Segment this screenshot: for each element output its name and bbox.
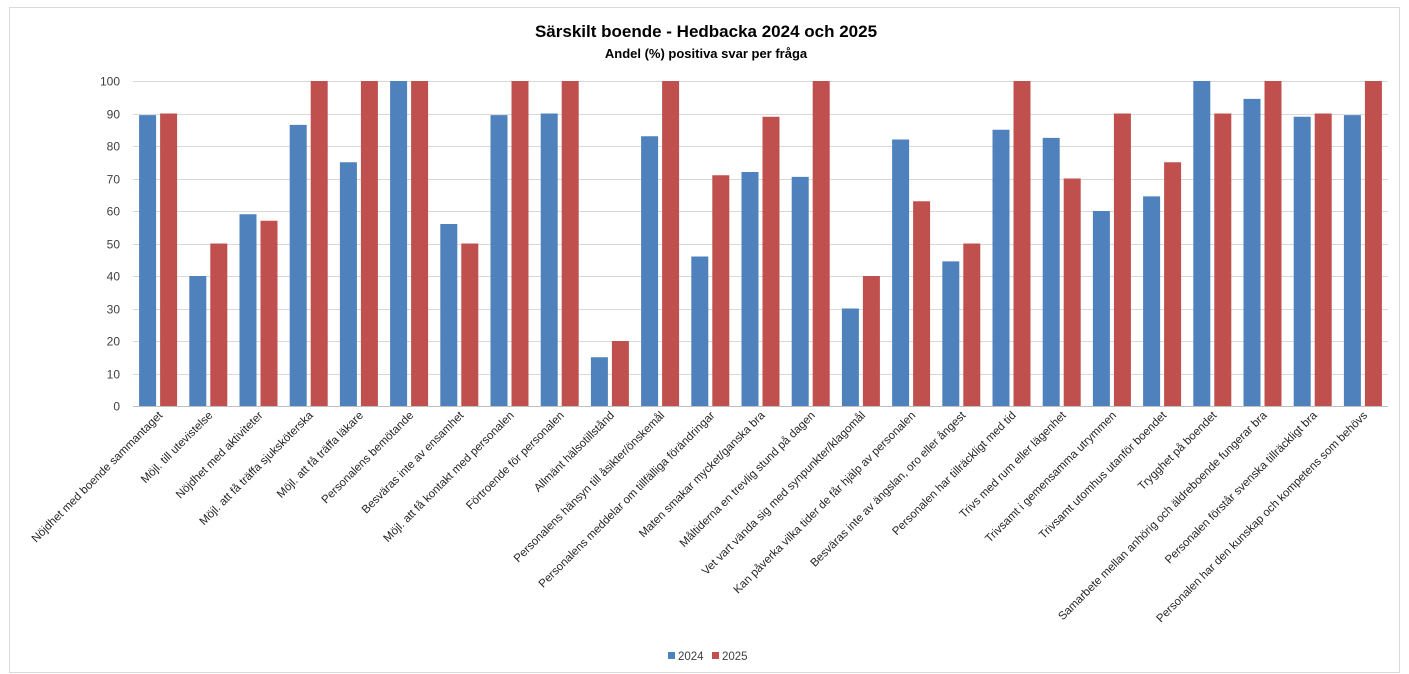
legend-label-2025: 2025: [722, 651, 748, 663]
legend-swatch-2024: [668, 652, 675, 659]
bar-2025-10: [611, 341, 629, 406]
y-tick-label: 70: [107, 173, 121, 187]
bar-2024-23: [1243, 98, 1261, 406]
chart-subtitle: Andel (%) positiva svar per fråga: [605, 46, 808, 61]
bar-2025-1: [160, 113, 178, 406]
bar-2024-22: [1193, 81, 1211, 406]
y-tick-label: 10: [107, 368, 121, 382]
bar-2024-6: [390, 81, 408, 406]
bar-2025-17: [963, 243, 981, 406]
chart-title: Särskilt boende - Hedbacka 2024 och 2025: [535, 22, 877, 41]
bar-2024-5: [339, 162, 357, 406]
bar-2025-7: [461, 243, 479, 406]
y-tick-label: 100: [100, 75, 120, 89]
bar-2024-21: [1143, 196, 1161, 406]
bar-2024-13: [741, 172, 759, 406]
bar-2025-21: [1164, 162, 1182, 406]
bar-2024-12: [691, 256, 709, 406]
bars: [139, 81, 1382, 406]
bar-2024-19: [1042, 137, 1060, 406]
y-tick-label: 50: [107, 238, 121, 252]
bar-2024-14: [791, 176, 809, 406]
bar-2025-23: [1264, 81, 1282, 406]
bar-2025-24: [1314, 113, 1332, 406]
y-axis-ticks: 0 10 20 30 40 50 60 70 80 90 100: [100, 75, 120, 414]
bar-2025-11: [662, 81, 680, 406]
bar-2024-20: [1092, 211, 1110, 406]
bar-2024-15: [841, 308, 859, 406]
bar-2024-3: [239, 214, 257, 406]
bar-2025-14: [812, 81, 830, 406]
bar-2025-22: [1214, 113, 1232, 406]
legend-swatch-2025: [712, 652, 719, 659]
bar-2025-16: [913, 201, 931, 406]
bar-2024-10: [590, 357, 608, 406]
bar-2025-13: [762, 116, 780, 406]
bar-2025-5: [360, 81, 378, 406]
y-tick-label: 60: [107, 205, 121, 219]
bar-2024-11: [641, 136, 659, 406]
bar-2024-1: [139, 115, 157, 406]
y-tick-label: 30: [107, 303, 121, 317]
y-tick-label: 80: [107, 140, 121, 154]
bar-2024-16: [892, 139, 910, 406]
bar-2024-24: [1293, 116, 1311, 406]
bar-2024-18: [992, 129, 1010, 406]
bar-2025-12: [712, 175, 730, 406]
bar-2025-2: [210, 243, 228, 406]
bar-2024-9: [540, 113, 558, 406]
bar-2024-2: [189, 276, 207, 406]
y-tick-label: 20: [107, 335, 121, 349]
legend-label-2024: 2024: [678, 651, 704, 663]
bar-2024-4: [289, 124, 307, 406]
bar-2025-25: [1364, 81, 1382, 406]
bar-2025-3: [260, 220, 278, 406]
bar-2025-4: [310, 81, 328, 406]
bar-2025-15: [862, 276, 880, 406]
y-tick-label: 0: [113, 400, 120, 414]
bar-2024-8: [490, 115, 508, 406]
bar-2024-7: [440, 224, 458, 406]
bar-2025-6: [411, 81, 429, 406]
y-tick-label: 90: [107, 108, 121, 122]
bar-2025-20: [1113, 113, 1131, 406]
bar-2025-8: [511, 81, 529, 406]
bar-2025-18: [1013, 81, 1031, 406]
bar-2024-17: [942, 261, 960, 406]
bar-2025-19: [1063, 178, 1081, 406]
y-tick-label: 40: [107, 270, 121, 284]
bar-2025-9: [561, 81, 579, 406]
legend: 2024 2025: [668, 651, 748, 663]
bar-2024-25: [1343, 115, 1361, 406]
